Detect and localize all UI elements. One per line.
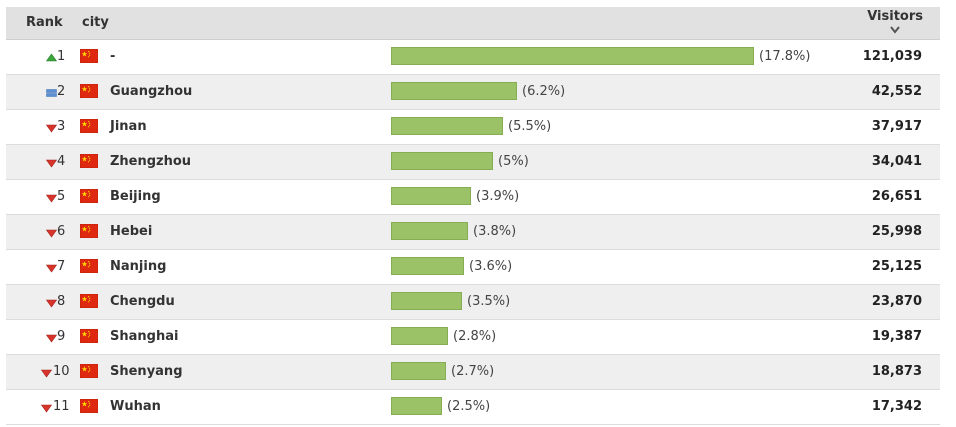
- rank-number: 8: [57, 294, 66, 309]
- down-arrow-icon: [45, 157, 58, 168]
- rank-number: 5: [57, 189, 66, 204]
- share-bar: [391, 362, 446, 380]
- share-bar: [391, 187, 471, 205]
- rank-number: 9: [57, 329, 66, 344]
- city-name[interactable]: Shenyang: [110, 364, 183, 379]
- share-percent: (3.9%): [476, 189, 520, 204]
- china-flag-icon: [79, 258, 99, 274]
- china-flag-icon: [79, 48, 99, 64]
- share-percent: (3.6%): [469, 259, 513, 274]
- china-flag-icon: [79, 153, 99, 169]
- city-name[interactable]: Beijing: [110, 189, 161, 204]
- share-percent: (2.5%): [447, 399, 491, 414]
- up-arrow-icon: [45, 52, 58, 62]
- down-arrow-icon: [45, 122, 58, 133]
- table-row[interactable]: 11 Wuhan (2.5%) 17,342: [6, 390, 940, 425]
- down-arrow-icon: [45, 227, 58, 238]
- city-name[interactable]: Jinan: [110, 119, 147, 134]
- table-row[interactable]: 6 Hebei (3.8%) 25,998: [6, 215, 940, 250]
- visitor-count: 26,651: [871, 189, 922, 204]
- share-bar: [391, 152, 493, 170]
- share-bar: [391, 222, 468, 240]
- share-percent: (6.2%): [522, 84, 566, 99]
- rank-number: 4: [57, 154, 66, 169]
- table-row[interactable]: 5 Beijing (3.9%) 26,651: [6, 180, 940, 215]
- china-flag-icon: [79, 118, 99, 134]
- down-arrow-icon: [40, 367, 53, 378]
- share-bar: [391, 47, 754, 65]
- china-flag-icon: [79, 363, 99, 379]
- visitors-column-header[interactable]: Visitors: [867, 9, 923, 34]
- visitor-count: 121,039: [862, 49, 922, 64]
- share-bar: [391, 117, 503, 135]
- table-row[interactable]: 2 Guangzhou (6.2%) 42,552: [6, 75, 940, 110]
- visitor-count: 17,342: [871, 399, 922, 414]
- rank-number: 6: [57, 224, 66, 239]
- china-flag-icon: [79, 223, 99, 239]
- city-ranking-table: Rank city Visitors 1 - (17.8%) 121,039 2 Guan…: [6, 7, 940, 425]
- rank-number: 10: [53, 364, 70, 379]
- china-flag-icon: [79, 83, 99, 99]
- visitors-header-label: Visitors: [867, 9, 923, 24]
- table-row[interactable]: 8 Chengdu (3.5%) 23,870: [6, 285, 940, 320]
- table-body: 1 - (17.8%) 121,039 2 Guangzhou (6.2%) 42,552 3 J…: [6, 40, 940, 425]
- visitor-count: 25,125: [871, 259, 922, 274]
- share-bar: [391, 82, 517, 100]
- share-percent: (3.8%): [473, 224, 517, 239]
- down-arrow-icon: [45, 192, 58, 203]
- rank-number: 7: [57, 259, 66, 274]
- city-name[interactable]: Hebei: [110, 224, 153, 239]
- visitor-count: 19,387: [871, 329, 922, 344]
- share-percent: (17.8%): [759, 49, 811, 64]
- visitor-count: 42,552: [871, 84, 922, 99]
- share-percent: (3.5%): [467, 294, 511, 309]
- visitor-count: 34,041: [871, 154, 922, 169]
- share-bar: [391, 292, 462, 310]
- rank-number: 3: [57, 119, 66, 134]
- rank-number: 1: [57, 49, 66, 64]
- share-bar: [391, 327, 448, 345]
- city-name[interactable]: Chengdu: [110, 294, 175, 309]
- down-arrow-icon: [45, 297, 58, 308]
- share-bar: [391, 397, 442, 415]
- city-name[interactable]: Nanjing: [110, 259, 167, 274]
- table-row[interactable]: 7 Nanjing (3.6%) 25,125: [6, 250, 940, 285]
- city-column-header[interactable]: city: [82, 15, 109, 30]
- table-row[interactable]: 9 Shanghai (2.8%) 19,387: [6, 320, 940, 355]
- visitor-count: 18,873: [871, 364, 922, 379]
- share-bar: [391, 257, 464, 275]
- city-name[interactable]: Zhengzhou: [110, 154, 192, 169]
- visitor-count: 25,998: [871, 224, 922, 239]
- share-percent: (2.8%): [453, 329, 497, 344]
- china-flag-icon: [79, 188, 99, 204]
- rank-number: 11: [53, 399, 70, 414]
- share-percent: (5.5%): [508, 119, 552, 134]
- no-change-icon: [46, 87, 57, 97]
- down-arrow-icon: [40, 402, 53, 413]
- table-row[interactable]: 4 Zhengzhou (5%) 34,041: [6, 145, 940, 180]
- table-header: Rank city Visitors: [6, 7, 940, 40]
- table-row[interactable]: 3 Jinan (5.5%) 37,917: [6, 110, 940, 145]
- share-percent: (5%): [498, 154, 529, 169]
- sort-descending-icon[interactable]: [890, 26, 900, 34]
- down-arrow-icon: [45, 262, 58, 273]
- visitor-count: 23,870: [871, 294, 922, 309]
- city-name[interactable]: Wuhan: [110, 399, 161, 414]
- city-name[interactable]: Guangzhou: [110, 84, 193, 99]
- rank-number: 2: [57, 84, 66, 99]
- share-percent: (2.7%): [451, 364, 495, 379]
- city-name[interactable]: Shanghai: [110, 329, 179, 344]
- visitor-count: 37,917: [871, 119, 922, 134]
- china-flag-icon: [79, 328, 99, 344]
- china-flag-icon: [79, 293, 99, 309]
- rank-column-header[interactable]: Rank: [26, 15, 63, 30]
- china-flag-icon: [79, 398, 99, 414]
- table-row[interactable]: 10 Shenyang (2.7%) 18,873: [6, 355, 940, 390]
- table-row[interactable]: 1 - (17.8%) 121,039: [6, 40, 940, 75]
- down-arrow-icon: [45, 332, 58, 343]
- city-name[interactable]: -: [110, 49, 116, 64]
